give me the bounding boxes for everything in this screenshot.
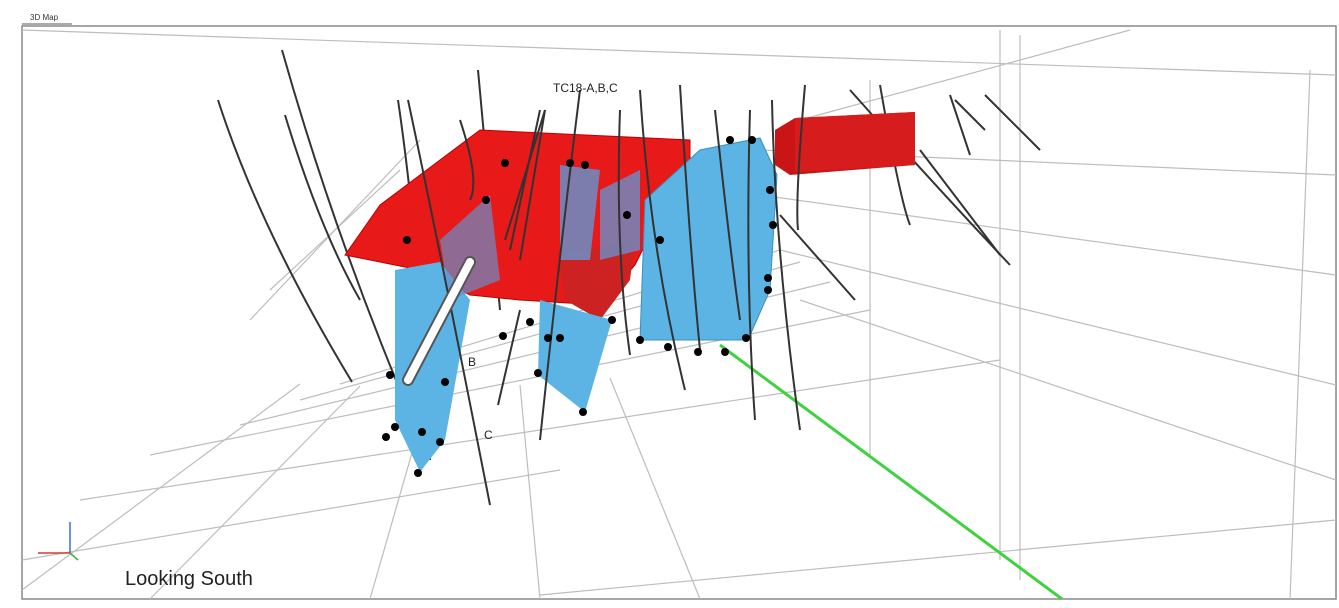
window-title: 3D Map	[30, 13, 59, 22]
collars	[418, 428, 426, 436]
collars	[501, 159, 509, 167]
drillholes-front	[509, 109, 541, 251]
collars	[436, 438, 444, 446]
collars	[403, 236, 411, 244]
drillholes-front	[459, 119, 475, 201]
collars	[544, 334, 552, 342]
grid	[79, 359, 1001, 501]
collars	[721, 348, 729, 356]
collars	[748, 136, 756, 144]
section-line	[719, 343, 1063, 601]
drillholes-front	[504, 109, 546, 241]
collars	[656, 236, 664, 244]
collars	[391, 423, 399, 431]
grid	[759, 194, 1337, 276]
drillholes-back	[779, 214, 856, 301]
hole-label: C	[484, 428, 493, 442]
collars	[526, 318, 534, 326]
collars	[579, 408, 587, 416]
drillholes-front	[639, 89, 686, 391]
axis-triad	[38, 522, 79, 561]
collars	[623, 211, 631, 219]
drillholes-front	[747, 109, 756, 421]
collars	[764, 274, 772, 282]
drillholes-front	[497, 309, 521, 406]
collars	[726, 136, 734, 144]
drillholes-back	[284, 114, 361, 301]
drillholes-front	[617, 109, 631, 356]
collars	[581, 161, 589, 169]
grid	[149, 385, 361, 600]
blue-surface	[538, 300, 612, 412]
drillholes-front	[519, 109, 546, 261]
collars	[769, 221, 777, 229]
grid	[21, 29, 1337, 76]
collars	[694, 348, 702, 356]
grid	[21, 383, 301, 591]
grid	[269, 169, 401, 291]
drillholes-back	[217, 99, 353, 383]
grid	[21, 469, 561, 561]
drillholes-back	[281, 49, 401, 391]
red-block-face	[795, 112, 915, 172]
drillholes-back	[849, 89, 1011, 266]
drillholes-front	[714, 109, 741, 321]
collars	[499, 332, 507, 340]
axis-triad	[69, 552, 79, 561]
grid	[779, 249, 1337, 386]
white-bar	[404, 258, 474, 384]
drillholes-front	[679, 84, 701, 351]
grid	[539, 519, 1337, 596]
drillholes-back	[879, 84, 911, 226]
collars	[482, 196, 490, 204]
drillholes-front	[407, 99, 491, 506]
grid	[799, 299, 1337, 481]
collars	[382, 136, 777, 477]
collars	[534, 369, 542, 377]
drillholes-back	[949, 94, 971, 156]
grid	[799, 29, 1131, 121]
grid	[519, 384, 541, 600]
hole-label: TC18-A,B,C	[553, 81, 618, 95]
view-orientation: Looking South	[125, 568, 253, 590]
collars	[608, 316, 616, 324]
blue-surface	[440, 195, 500, 300]
blue-surface	[639, 137, 778, 341]
grid	[1289, 69, 1311, 600]
collars	[766, 186, 774, 194]
collars	[556, 334, 564, 342]
collars	[441, 378, 449, 386]
grid	[609, 377, 701, 600]
collars	[742, 334, 750, 342]
drillholes-front	[539, 89, 581, 441]
collars	[664, 343, 672, 351]
collars	[414, 469, 422, 477]
collars	[382, 433, 390, 441]
drillholes-back	[984, 94, 1041, 151]
drillholes-front	[796, 84, 806, 231]
hole-label: B	[468, 355, 476, 369]
blue-surface	[560, 165, 600, 260]
drillholes-front	[407, 84, 806, 506]
drillholes-back	[919, 149, 1001, 256]
drillholes-back	[954, 99, 986, 131]
drillholes-front	[771, 99, 801, 431]
collars	[386, 371, 394, 379]
collars	[566, 159, 574, 167]
collars	[636, 336, 644, 344]
collars	[764, 286, 772, 294]
